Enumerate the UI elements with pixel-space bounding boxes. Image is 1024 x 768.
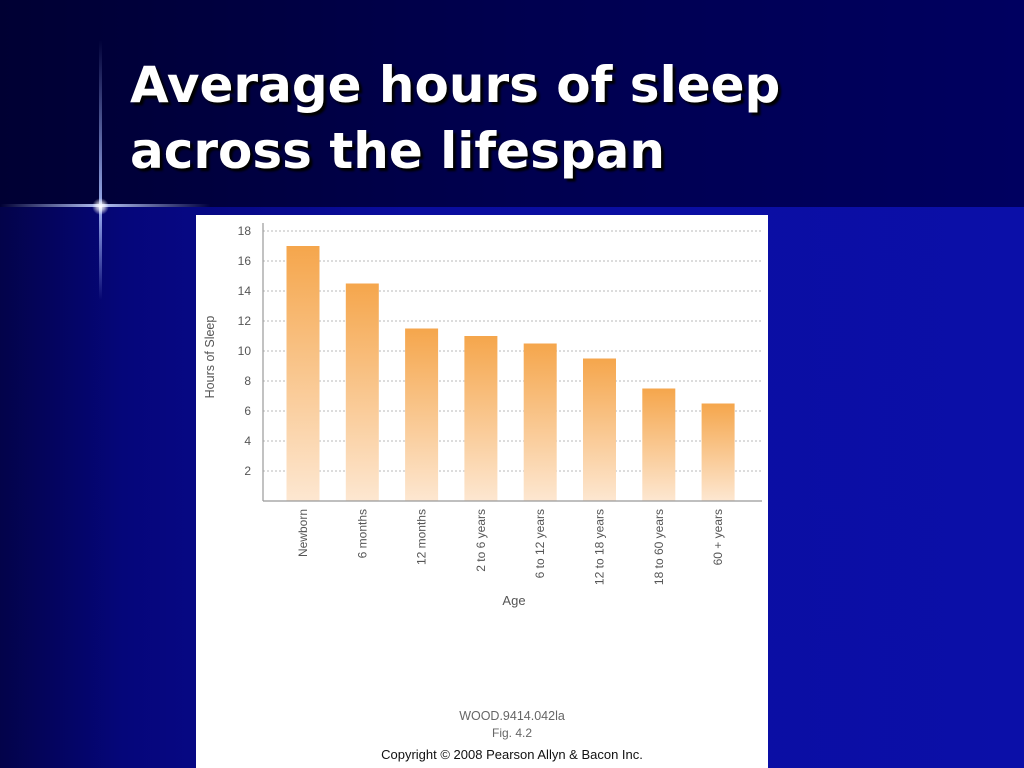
title-band bbox=[0, 0, 1024, 207]
y-tick-label: 12 bbox=[238, 314, 252, 328]
y-tick-label: 4 bbox=[244, 434, 251, 448]
grid-lines bbox=[263, 230, 762, 472]
figure-code: WOOD.9414.042la bbox=[459, 709, 565, 723]
x-tick-label: Newborn bbox=[296, 509, 310, 557]
y-tick-label: 14 bbox=[238, 284, 252, 298]
bar bbox=[286, 246, 320, 501]
decorative-vertical-line bbox=[99, 40, 102, 300]
figure-panel: 2 4 6 8 10 12 14 16 18 Newborn 6 months 12 months 2… bbox=[196, 215, 768, 768]
x-tick-label: 2 to 6 years bbox=[474, 509, 488, 572]
decorative-sparkle bbox=[92, 198, 109, 215]
bar bbox=[701, 403, 735, 501]
y-axis-label: Hours of Sleep bbox=[203, 316, 217, 399]
x-tick-label: 60 + years bbox=[711, 509, 725, 565]
x-tick-label: 6 months bbox=[355, 509, 369, 558]
x-tick-labels: Newborn 6 months 12 months 2 to 6 years 6 to… bbox=[296, 509, 725, 585]
slide-title: Average hours of sleep across the lifesp… bbox=[130, 52, 990, 184]
x-tick-label: 18 to 60 years bbox=[652, 509, 666, 585]
y-tick-label: 6 bbox=[244, 404, 251, 418]
bar bbox=[583, 358, 616, 501]
y-tick-label: 16 bbox=[238, 254, 252, 268]
copyright-notice: Copyright © 2008 Pearson Allyn & Bacon I… bbox=[381, 747, 643, 762]
slide-title-line-2: across the lifespan bbox=[130, 122, 665, 180]
bar bbox=[464, 336, 498, 501]
x-tick-label: 12 months bbox=[415, 509, 429, 565]
figure-number: Fig. 4.2 bbox=[491, 726, 533, 740]
bar bbox=[345, 283, 379, 501]
bar bbox=[523, 343, 557, 501]
x-tick-label: 12 to 18 years bbox=[593, 509, 607, 585]
y-tick-labels: 2 4 6 8 10 12 14 16 18 bbox=[238, 224, 252, 478]
sleep-bar-chart: 2 4 6 8 10 12 14 16 18 Newborn 6 months 12 months 2… bbox=[203, 223, 762, 608]
x-axis-label: Age bbox=[502, 593, 525, 608]
y-tick-label: 2 bbox=[244, 464, 251, 478]
x-tick-label: 6 to 12 years bbox=[533, 509, 547, 578]
y-tick-label: 18 bbox=[238, 224, 252, 238]
axes bbox=[262, 223, 762, 502]
y-tick-label: 8 bbox=[244, 374, 251, 388]
bar bbox=[405, 328, 439, 501]
bar bbox=[642, 388, 676, 501]
y-tick-label: 10 bbox=[238, 344, 252, 358]
slide-title-line-1: Average hours of sleep bbox=[130, 56, 781, 114]
bars bbox=[286, 246, 735, 501]
